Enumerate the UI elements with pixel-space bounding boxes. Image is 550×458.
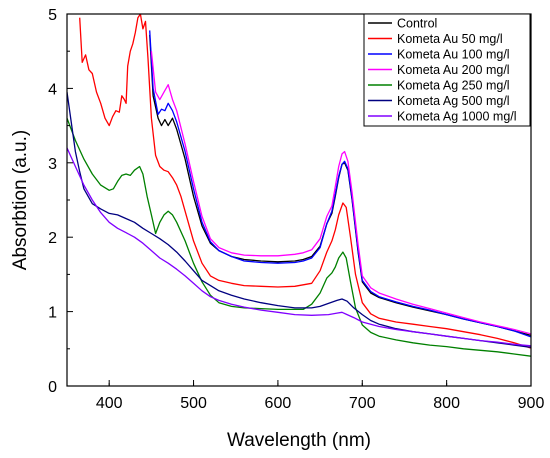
x-tick-label: 700 xyxy=(349,395,376,412)
x-tick-label: 900 xyxy=(518,395,545,412)
legend-label: Kometa Ag 1000 mg/l xyxy=(397,110,517,124)
legend-label: Kometa Ag 500 mg/l xyxy=(397,94,510,108)
y-axis: 0 1 2 3 4 5 xyxy=(48,7,73,396)
x-tick-label: 800 xyxy=(433,395,460,412)
series-line-7 xyxy=(67,147,531,347)
legend-label: Kometa Ag 250 mg/l xyxy=(397,79,510,93)
legend-label: Kometa Au 50 mg/l xyxy=(397,32,503,46)
x-axis-title: Wavelength (nm) xyxy=(227,430,371,451)
y-axis-title: Absorbtion (a.u.) xyxy=(10,130,31,270)
series-layer xyxy=(67,14,531,357)
series-line-2 xyxy=(79,14,531,349)
series-line-3 xyxy=(149,30,531,338)
x-tick-label: 400 xyxy=(96,395,123,412)
x-tick-label: 600 xyxy=(265,395,292,412)
legend-label: Control xyxy=(397,17,437,31)
legend-label: Kometa Au 100 mg/l xyxy=(397,48,510,62)
series-line-4 xyxy=(150,51,531,335)
y-tick-label: 5 xyxy=(48,7,57,24)
x-axis: 400 500 600 700 800 900 xyxy=(96,380,545,412)
y-tick-label: 1 xyxy=(48,305,57,322)
y-tick-label: 4 xyxy=(48,81,57,98)
y-tick-label: 2 xyxy=(48,230,57,247)
x-tick-label: 500 xyxy=(180,395,207,412)
y-tick-label: 3 xyxy=(48,156,57,173)
y-tick-label: 0 xyxy=(48,379,57,396)
legend-label: Kometa Au 200 mg/l xyxy=(397,63,510,77)
series-line-5 xyxy=(67,117,531,357)
